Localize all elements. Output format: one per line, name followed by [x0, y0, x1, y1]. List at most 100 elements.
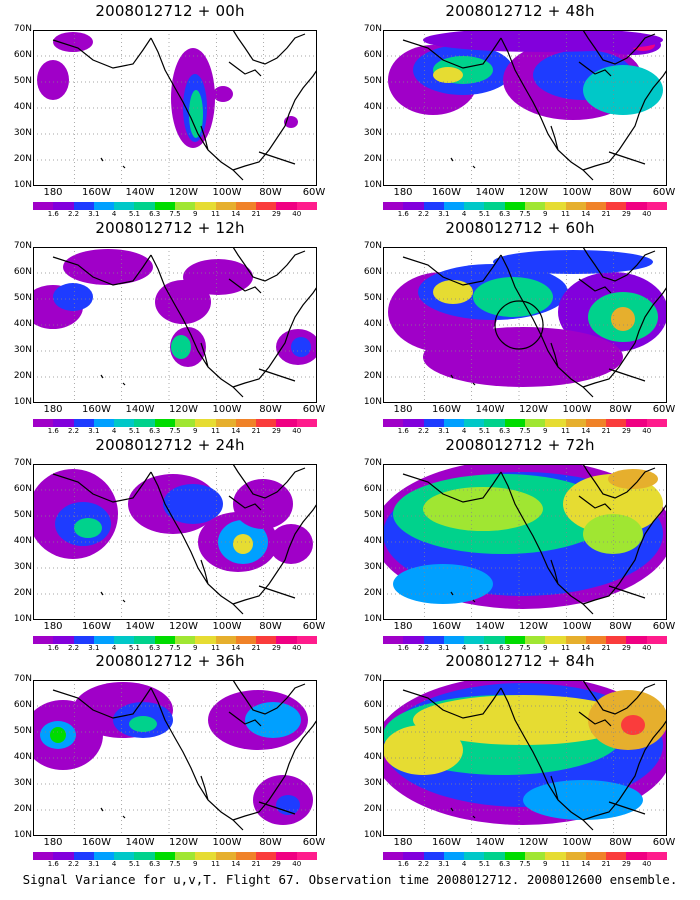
- colorbar-label: 1.6: [397, 644, 409, 652]
- longitude-label: 100W: [212, 404, 242, 415]
- variance-contour: [74, 518, 102, 538]
- colorbar-label: 21: [251, 644, 261, 652]
- panel-title: 2008012712 + 24h: [95, 436, 245, 454]
- colorbar-label: 11: [211, 427, 221, 435]
- map-frame: [383, 680, 667, 836]
- longitude-label: 180: [43, 187, 63, 198]
- latitude-label: 60N: [363, 700, 382, 710]
- colorbar-swatch: [403, 636, 424, 644]
- colorbar-swatch: [565, 419, 586, 427]
- colorbar-label: 5.1: [478, 427, 490, 435]
- longitude-label: 60W: [652, 404, 676, 415]
- colorbar-swatch: [504, 202, 525, 210]
- colorbar-label: 14: [231, 427, 241, 435]
- variance-contour: [413, 695, 633, 745]
- variance-contour: [393, 564, 493, 604]
- colorbar-label: 3.1: [438, 210, 450, 218]
- longitude-label: 160W: [432, 404, 461, 415]
- latitude-label: 50N: [13, 510, 32, 520]
- variance-map: [383, 247, 667, 403]
- longitude-label: 160W: [432, 837, 461, 848]
- longitude-label: 80W: [259, 404, 282, 415]
- latitude-label: 70N: [13, 458, 32, 468]
- colorbar-label: 7.5: [519, 860, 531, 868]
- longitude-label: 80W: [259, 187, 282, 198]
- colorbar-swatch: [33, 636, 54, 644]
- longitude-label: 140W: [475, 187, 505, 198]
- colorbar-swatch: [215, 636, 236, 644]
- colorbar-swatch: [504, 636, 525, 644]
- colorbar-label: 4: [461, 427, 467, 435]
- colorbar-swatch: [235, 419, 257, 427]
- colorbar-label: 11: [211, 644, 221, 652]
- variance-map: [383, 680, 667, 836]
- variance-contour: [129, 716, 157, 732]
- variance-contour: [423, 327, 623, 387]
- colorbar-label: 6.3: [499, 644, 511, 652]
- coastline: [402, 464, 667, 615]
- colorbar-swatch: [403, 202, 424, 210]
- latitude-label: 30N: [363, 778, 382, 788]
- longitude-label: 120W: [519, 621, 548, 632]
- colorbar-swatch: [195, 636, 216, 644]
- longitude-label: 120W: [519, 404, 548, 415]
- colorbar-label: 3.1: [438, 644, 450, 652]
- colorbar-swatch: [383, 202, 404, 210]
- colorbar-swatch: [134, 636, 155, 644]
- longitude-label: 60W: [302, 404, 326, 415]
- colorbar-label: 9: [543, 210, 548, 218]
- colorbar-swatch: [606, 202, 627, 210]
- map-panel: 2008012712 + 00h 70N 60N 50N 40N 30N 20N 10N 180…: [0, 0, 340, 218]
- map-panel: 2008012712 + 72h 70N 60N 50N 40N 30N 20N 10N 180…: [350, 434, 690, 652]
- colorbar-label: 14: [581, 210, 591, 218]
- panel-title: 2008012712 + 48h: [445, 2, 595, 20]
- colorbar-swatch: [443, 202, 465, 210]
- latitude-label: 70N: [363, 241, 382, 251]
- longitude-label: 160W: [82, 621, 111, 632]
- longitude-label: 120W: [519, 837, 548, 848]
- latitude-label: 10N: [363, 830, 382, 840]
- colorbar-label: 4: [111, 210, 117, 218]
- colorbar-swatch: [383, 852, 404, 860]
- colorbar: [383, 419, 667, 427]
- map-frame: [33, 30, 317, 186]
- variance-map: [33, 680, 317, 836]
- colorbar-swatch: [256, 852, 277, 860]
- colorbar-swatch: [524, 202, 546, 210]
- colorbar-swatch: [53, 202, 74, 210]
- colorbar-swatch: [73, 852, 94, 860]
- latitude-label: 40N: [363, 752, 382, 762]
- latitude-label: 60N: [13, 484, 32, 494]
- colorbar-label: 2.2: [67, 644, 80, 652]
- variance-contour: [189, 90, 203, 138]
- longitude-label: 160W: [432, 187, 461, 198]
- latitude-label: 10N: [13, 180, 32, 190]
- colorbar-label: 29: [271, 644, 281, 652]
- colorbar-swatch: [53, 419, 74, 427]
- colorbar-swatch: [403, 852, 424, 860]
- colorbar-label: 6.3: [499, 860, 511, 868]
- colorbar-label: 4: [111, 860, 117, 868]
- colorbar-label: 29: [621, 210, 631, 218]
- colorbar-swatch: [53, 636, 74, 644]
- colorbar-label: 40: [292, 644, 302, 652]
- colorbar-label: 2.2: [417, 860, 430, 868]
- colorbar-label: 7.5: [169, 427, 181, 435]
- map-frame: [383, 464, 667, 620]
- colorbar-swatch: [423, 202, 444, 210]
- colorbar-swatch: [296, 852, 317, 860]
- longitude-label: 180: [43, 837, 63, 848]
- colorbar-swatch: [33, 419, 54, 427]
- colorbar-label: 29: [271, 210, 281, 218]
- variance-contour: [563, 474, 663, 534]
- latitude-label: 50N: [13, 293, 32, 303]
- colorbar-label: 7.5: [519, 644, 531, 652]
- colorbar-swatch: [626, 852, 647, 860]
- colorbar-swatch: [585, 202, 607, 210]
- colorbar-label: 29: [271, 860, 281, 868]
- map-frame: [33, 680, 317, 836]
- colorbar-label: 21: [601, 644, 611, 652]
- colorbar-label: 21: [251, 210, 261, 218]
- colorbar-label: 29: [271, 427, 281, 435]
- longitude-label: 80W: [609, 837, 632, 848]
